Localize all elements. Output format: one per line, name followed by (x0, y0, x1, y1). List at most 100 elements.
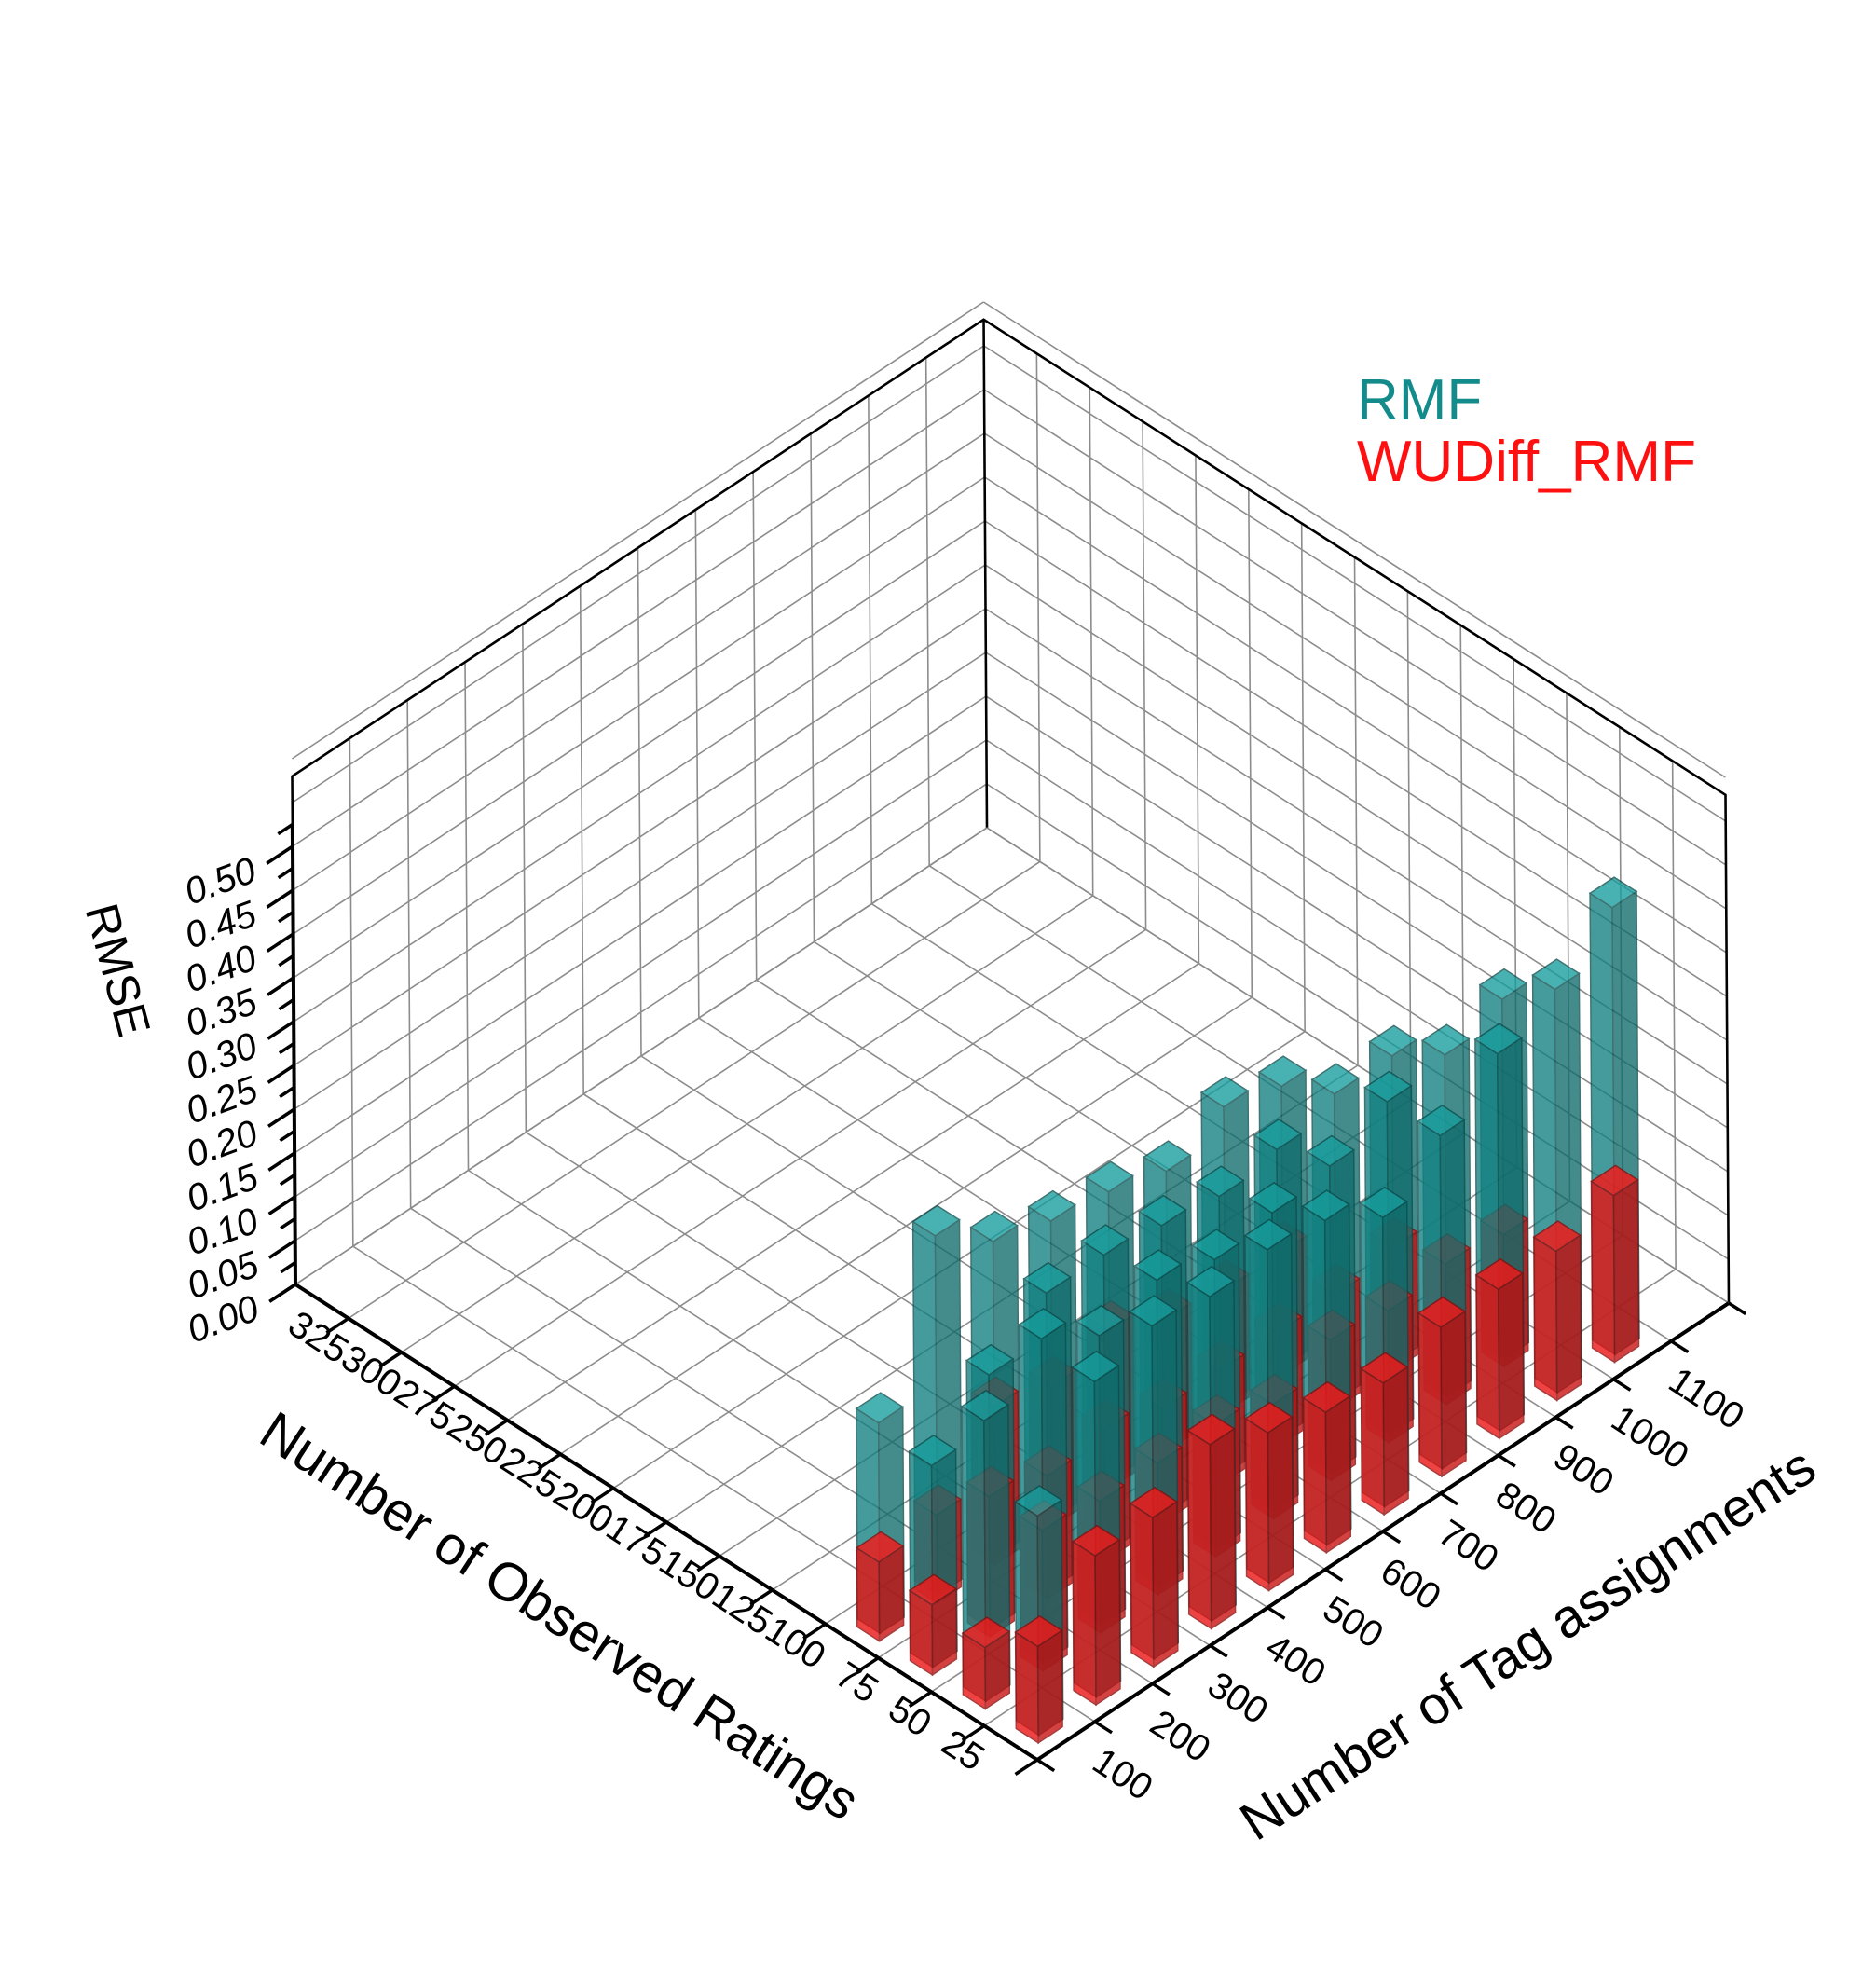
bar-face-right (1267, 1415, 1294, 1592)
bar-face-top (1417, 1105, 1466, 1137)
z-axis-tick (267, 1020, 295, 1040)
y-axis-tick (1612, 1378, 1632, 1392)
wall-grid-line (294, 608, 986, 1066)
wall-grid-line (924, 357, 930, 866)
wall-grid-line (406, 700, 412, 1209)
z-axis-tick (279, 1174, 296, 1187)
bar-face-left (1186, 1429, 1212, 1630)
y-axis-tick (1209, 1644, 1228, 1658)
z-axis-tick (278, 954, 294, 968)
bar-face-top (1306, 1134, 1356, 1167)
wall-grid-line (1195, 455, 1200, 964)
bar-face-top (965, 1343, 1015, 1376)
z-axis-title: RMSE (75, 899, 160, 1042)
bar-face-top (1196, 1165, 1245, 1198)
bar-face-right (1382, 1366, 1409, 1517)
y-tick-label: 700 (1431, 1512, 1506, 1580)
bar-face-top (1199, 1076, 1250, 1108)
bar-face-top (1244, 1401, 1294, 1435)
bar-face-top (1302, 1380, 1351, 1414)
wall-grid-line (291, 301, 984, 760)
z-axis-tick (279, 1086, 295, 1099)
bar-face-top (1129, 1486, 1179, 1519)
bar-face-top (1532, 1220, 1582, 1253)
wall-grid-line (1671, 761, 1677, 1270)
bar-wudiff-rmf (1302, 1380, 1352, 1554)
bar-face-top (969, 1210, 1019, 1242)
x-axis-tick (749, 1588, 774, 1606)
wall-grid-line (810, 433, 815, 942)
wall-grid-line (1089, 387, 1094, 896)
bar-face-top (1478, 968, 1528, 1000)
y-tick-label: 500 (1316, 1588, 1390, 1656)
bar-face-left (856, 1546, 881, 1642)
y-tick-label: 300 (1200, 1664, 1275, 1732)
x-axis-tick (1014, 1758, 1038, 1776)
bar-face-top (1310, 1063, 1361, 1095)
bar-wudiff-rmf (1244, 1401, 1294, 1592)
y-tick-label: 400 (1258, 1627, 1333, 1695)
z-axis-tick (277, 867, 294, 880)
y-tick-label: 600 (1374, 1550, 1448, 1618)
wall-grid-line (293, 476, 986, 935)
y-axis-tick (1267, 1606, 1286, 1620)
y-axis-tick (1728, 1301, 1747, 1316)
x-tick-label: 50 (882, 1688, 938, 1745)
bar-face-top (1368, 1024, 1417, 1057)
bar-wudiff-rmf (908, 1573, 958, 1677)
bar-face-left (1475, 1273, 1500, 1440)
bar-face-top (1360, 1352, 1409, 1384)
wall-grid-line (294, 652, 987, 1110)
bar-wudiff-rmf (855, 1531, 905, 1642)
bar-face-left (1360, 1367, 1385, 1517)
wall-grid-line (983, 432, 1727, 910)
wall-grid-line (294, 783, 988, 1242)
axes (266, 823, 1747, 1776)
x-axis-tick (855, 1656, 880, 1674)
y-tick-label: 900 (1546, 1435, 1621, 1503)
bar-wudiff-rmf (961, 1616, 1011, 1710)
y-axis-tick (1554, 1416, 1574, 1430)
bar-face-right (1612, 1178, 1640, 1364)
bar-face-top (1133, 1249, 1183, 1282)
x-axis-tick (961, 1724, 986, 1742)
bar-wudiff-rmf (1532, 1220, 1582, 1402)
z-axis-tick (267, 1239, 296, 1259)
wall-grid-line (982, 301, 1726, 778)
wall-grid-line (349, 737, 354, 1247)
x-axis-tick (696, 1554, 720, 1572)
bar-face-top (1474, 1257, 1525, 1291)
z-axis-tick (277, 823, 294, 836)
bar-face-top (1190, 1229, 1240, 1261)
y-axis-tick (1324, 1568, 1344, 1582)
bar-face-top (1022, 1261, 1072, 1295)
wall-grid-line (292, 345, 985, 803)
legend-entry-wudiff-rmf: WUDiff_RMF (1357, 430, 1696, 494)
bar-face-top (908, 1573, 958, 1606)
bar-face-right (1094, 1538, 1121, 1707)
z-axis-tick (278, 998, 295, 1011)
bar-face-top (1588, 876, 1638, 909)
x-axis-tick (537, 1452, 562, 1471)
bars (855, 876, 1640, 1745)
y-tick-label: 1000 (1604, 1398, 1696, 1477)
z-axis-tick (279, 1130, 295, 1143)
x-tick-label: 75 (828, 1654, 885, 1711)
bar-face-top (1359, 1186, 1409, 1219)
bar-face-top (961, 1616, 1011, 1649)
wall-grid-line (868, 395, 873, 904)
y-tick-label: 100 (1086, 1740, 1160, 1808)
y-axis-tick (1439, 1491, 1458, 1506)
bar-face-top (855, 1531, 905, 1563)
bar-face-right (1324, 1394, 1352, 1554)
x-axis-tick (643, 1520, 667, 1538)
bar-wudiff-rmf (1129, 1486, 1179, 1668)
bar-face-top (1243, 1218, 1294, 1251)
wall-grid-line (983, 345, 1727, 822)
bar-face-top (1080, 1224, 1130, 1256)
bar-face-top (1417, 1296, 1467, 1328)
x-axis-tick (908, 1690, 933, 1709)
z-axis-tick (266, 888, 294, 909)
